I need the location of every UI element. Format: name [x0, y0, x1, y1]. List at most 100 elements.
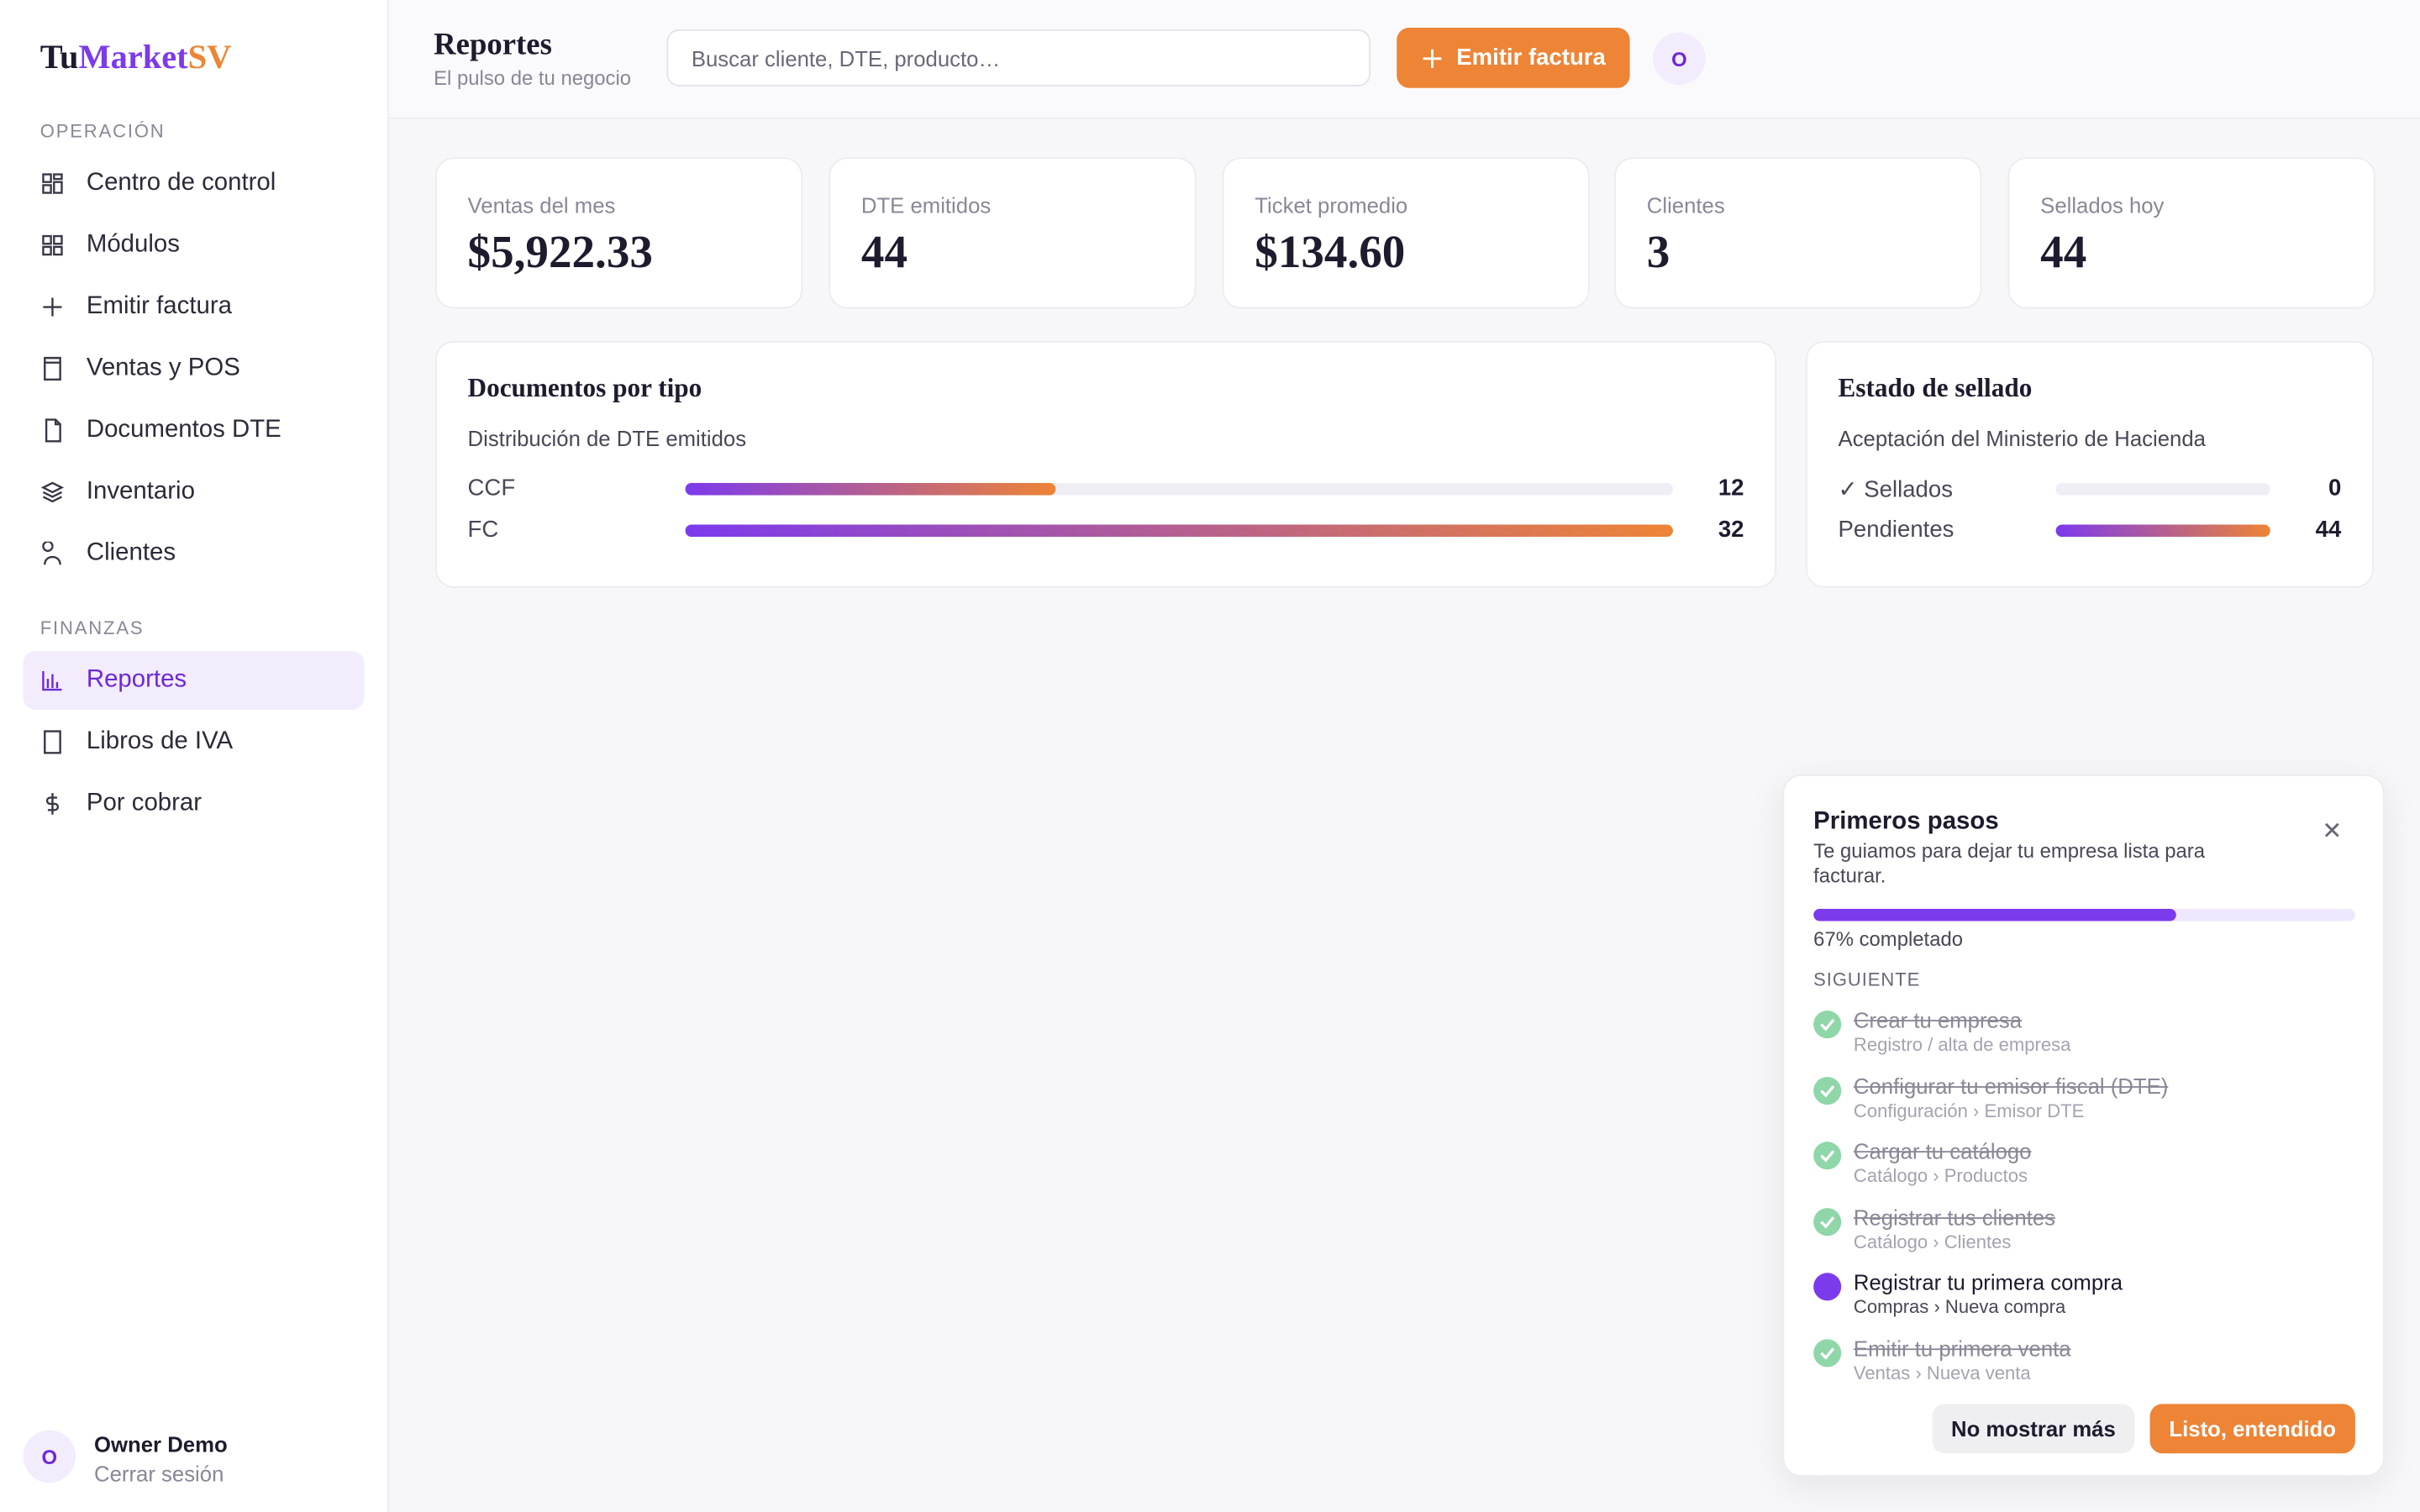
emit-button[interactable]: Emitir factura: [1397, 28, 1630, 88]
nav-label: Por cobrar: [86, 790, 203, 816]
nav-item[interactable]: Por cobrar: [24, 774, 365, 833]
step-title[interactable]: Cargar tu catálogo: [1853, 1138, 2032, 1163]
step-status: [1813, 1011, 1842, 1039]
nav-item[interactable]: Libros de IVA: [24, 713, 365, 772]
step-status: [1813, 1076, 1842, 1105]
documents-card: Documentos por tipo Distribución de DTE …: [434, 340, 1777, 588]
page-title: Reportes: [434, 28, 552, 62]
card-subtitle: Aceptación del Ministerio de Hacienda: [1838, 425, 2206, 451]
nav-icon: [42, 173, 63, 194]
nav-icon: [44, 356, 61, 381]
section-label: SIGUIENTE: [1813, 969, 1921, 991]
kpi-card: Ventas del mes $5,922.33: [434, 157, 803, 309]
row-value: 12: [1718, 475, 1744, 501]
step-title[interactable]: Emitir tu primera venta: [1853, 1335, 2071, 1361]
step-path: Compras › Nueva compra: [1853, 1295, 2066, 1318]
nav-section-title: OPERACIÓN: [39, 120, 166, 142]
row-label: CCF: [467, 475, 516, 501]
kpi-card: Ticket promedio $134.60: [1222, 157, 1590, 309]
panel-description: Te guiamos para dejar tu empresa lista p…: [1813, 839, 2206, 888]
search[interactable]: Buscar cliente, DTE, producto…: [666, 29, 1371, 87]
bar-track: [2055, 524, 2270, 538]
progress-label: 67% completado: [1813, 927, 1964, 951]
nav-item[interactable]: Documentos DTE: [24, 402, 365, 460]
check-icon: [1820, 1019, 1835, 1032]
row-value: 44: [2315, 517, 2342, 543]
card-title: Estado de sellado: [1838, 373, 2033, 403]
nav-icon: [42, 541, 61, 565]
step-title[interactable]: Crear tu empresa: [1853, 1007, 2023, 1032]
brand: TuMarketSV: [40, 37, 232, 77]
check-icon: [1820, 1347, 1835, 1359]
row-label: FC: [467, 517, 499, 543]
kpi-value: $5,922.33: [467, 227, 653, 278]
nav-icon: [40, 481, 65, 503]
nav-item[interactable]: Emitir factura: [24, 278, 365, 337]
nav-section-title: FINANZAS: [39, 617, 145, 639]
progress-fill: [1813, 908, 2177, 921]
nav-label: Documentos DTE: [86, 416, 281, 444]
step-path: Configuración › Emisor DTE: [1853, 1099, 2085, 1121]
logout[interactable]: Cerrar sesión: [94, 1461, 224, 1486]
bar-track: [2055, 482, 2270, 496]
card-title: Documentos por tipo: [467, 373, 702, 403]
kpi-label: Clientes: [1646, 192, 1725, 218]
step-title[interactable]: Registrar tu primera compra: [1853, 1269, 2123, 1295]
avatar[interactable]: O: [23, 1430, 76, 1483]
kpi-value: 44: [860, 227, 908, 278]
nav-label: Clientes: [86, 539, 176, 567]
step-status: [1813, 1207, 1842, 1236]
button-label: Emitir factura: [1456, 45, 1606, 71]
card-subtitle: Distribución de DTE emitidos: [467, 425, 747, 451]
step-path: Catálogo › Productos: [1853, 1164, 2028, 1187]
step-path: Catálogo › Clientes: [1853, 1230, 2012, 1252]
plus-icon: [1422, 48, 1441, 67]
nav-label: Inventario: [86, 478, 195, 505]
kpi-label: Sellados hoy: [2040, 192, 2165, 218]
close-button[interactable]: [2323, 821, 2341, 839]
check-icon: [1820, 1084, 1835, 1097]
nav-item[interactable]: Inventario: [24, 463, 365, 522]
nav-label: Reportes: [86, 666, 187, 693]
kpi-value: 3: [1646, 227, 1670, 278]
brand-part: Market: [78, 37, 188, 76]
check-icon: [1820, 1215, 1835, 1228]
nav-item[interactable]: Clientes: [24, 524, 365, 583]
step-status: [1813, 1273, 1842, 1301]
bar: [2055, 524, 2270, 538]
nav-item[interactable]: Centro de control: [24, 155, 365, 213]
kpi-card: Sellados hoy 44: [2007, 157, 2375, 309]
nav-icon: [45, 793, 60, 815]
nav-item[interactable]: Ventas y POS: [24, 339, 365, 398]
step-status: [1813, 1338, 1842, 1367]
kpi-label: Ticket promedio: [1255, 192, 1408, 218]
kpi-label: DTE emitidos: [860, 192, 992, 218]
brand-part: SV: [187, 37, 232, 76]
avatar[interactable]: O: [1653, 32, 1706, 86]
nav: OPERACIÓN Centro de control Módulos Emitir …: [0, 120, 387, 836]
row-value: 32: [1718, 517, 1744, 543]
dismiss-button[interactable]: No mostrar más: [1932, 1404, 2135, 1454]
step-status: [1813, 1142, 1842, 1170]
nav-item[interactable]: Reportes: [23, 651, 365, 710]
panel-title: Primeros pasos: [1813, 808, 1999, 835]
confirm-button[interactable]: Listo, entendido: [2149, 1404, 2355, 1454]
nav-icon: [45, 418, 61, 443]
kpi-card: DTE emitidos 44: [829, 157, 1197, 309]
nav-label: Emitir factura: [86, 292, 232, 320]
nav-icon: [44, 730, 61, 754]
bar-track: [685, 524, 1674, 538]
nav-label: Ventas y POS: [86, 354, 240, 381]
nav-label: Centro de control: [86, 170, 276, 197]
user-name: Owner Demo: [94, 1431, 228, 1457]
nav-icon: [42, 234, 63, 256]
kpi-label: Ventas del mes: [467, 192, 616, 218]
nav-label: Módulos: [86, 231, 180, 258]
brand-part: Tu: [39, 37, 79, 76]
step-title[interactable]: Configurar tu emisor fiscal (DTE): [1853, 1073, 2169, 1098]
nav-item[interactable]: Módulos: [24, 216, 365, 275]
step-title[interactable]: Registrar tus clientes: [1853, 1204, 2056, 1229]
nav-label: Libros de IVA: [86, 727, 234, 755]
